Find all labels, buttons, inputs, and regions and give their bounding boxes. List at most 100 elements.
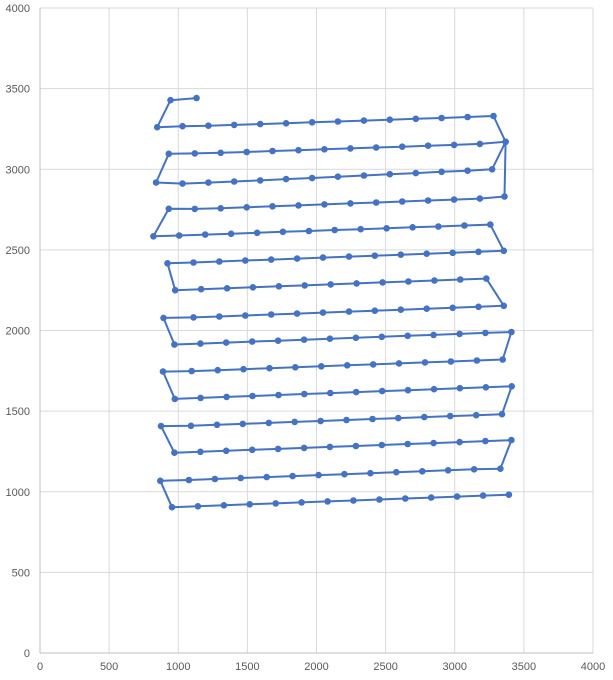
- data-point: [402, 495, 409, 502]
- x-tick-label: 1000: [166, 661, 190, 673]
- data-point: [386, 116, 394, 123]
- data-point: [179, 180, 186, 187]
- data-point: [191, 205, 199, 213]
- data-point: [159, 368, 167, 375]
- data-point: [157, 477, 164, 485]
- data-point: [378, 387, 386, 395]
- data-point: [464, 167, 471, 174]
- data-point: [331, 226, 339, 234]
- data-point: [453, 493, 461, 500]
- data-point: [352, 334, 360, 342]
- data-point: [164, 260, 171, 267]
- data-point: [476, 195, 484, 202]
- y-tick-label: 3000: [6, 164, 30, 176]
- data-point: [457, 276, 464, 283]
- data-point: [179, 122, 186, 130]
- data-point: [319, 309, 327, 316]
- data-point: [427, 494, 435, 501]
- data-point: [508, 383, 515, 390]
- data-point: [404, 386, 412, 394]
- data-point: [353, 280, 360, 287]
- data-point: [205, 122, 212, 129]
- data-point: [269, 203, 276, 210]
- data-point: [482, 384, 490, 391]
- data-point: [227, 230, 235, 238]
- data-point: [424, 197, 432, 204]
- data-point: [341, 470, 348, 478]
- data-point: [188, 367, 195, 375]
- data-point: [327, 281, 335, 288]
- data-point: [157, 422, 165, 430]
- data-point: [449, 304, 457, 312]
- data-point: [386, 170, 394, 178]
- data-point: [275, 391, 282, 399]
- data-point: [421, 413, 428, 421]
- data-point: [398, 143, 406, 150]
- series-line: [152, 97, 513, 509]
- data-point: [479, 492, 487, 499]
- data-point: [352, 388, 360, 396]
- data-point: [321, 201, 328, 208]
- data-point: [292, 364, 299, 371]
- data-point: [404, 332, 412, 340]
- data-point: [397, 251, 405, 258]
- data-point: [282, 175, 290, 183]
- data-point: [211, 475, 219, 483]
- data-point: [275, 283, 283, 290]
- data-point: [360, 117, 368, 124]
- data-point: [201, 231, 209, 238]
- data-point: [187, 422, 195, 430]
- series-layer: [150, 94, 515, 511]
- data-point: [423, 305, 431, 313]
- data-point: [343, 416, 350, 424]
- data-point: [383, 225, 390, 232]
- data-point: [300, 444, 308, 452]
- data-point: [197, 285, 205, 293]
- data-point: [305, 227, 313, 235]
- y-tick-label: 500: [12, 567, 30, 579]
- data-point: [444, 467, 452, 474]
- data-point: [171, 449, 178, 457]
- tick-labels: 0 500 1000 1500 2000 2500 3000 3500 4000 0 500 1000…: [6, 3, 606, 673]
- data-point: [501, 193, 508, 200]
- data-point: [274, 445, 282, 453]
- x-tick-label: 0: [37, 661, 43, 673]
- data-point: [214, 366, 221, 374]
- data-point: [369, 361, 377, 368]
- data-point: [502, 138, 509, 146]
- data-point: [301, 390, 308, 398]
- data-point: [282, 120, 290, 127]
- data-point: [301, 282, 309, 289]
- y-tick-label: 3500: [6, 84, 30, 96]
- data-point: [321, 146, 328, 153]
- data-point: [372, 199, 380, 206]
- data-point: [222, 339, 230, 346]
- data-point: [435, 223, 442, 230]
- y-tick-label: 2000: [6, 326, 30, 338]
- data-point: [430, 331, 437, 339]
- data-point: [508, 436, 515, 444]
- data-point: [197, 340, 204, 347]
- data-point: [230, 121, 238, 129]
- data-point: [372, 144, 380, 151]
- data-point: [240, 365, 247, 373]
- data-point: [274, 337, 282, 345]
- data-point: [367, 469, 374, 477]
- data-point: [412, 115, 420, 123]
- data-point: [378, 333, 386, 341]
- data-point: [217, 205, 224, 212]
- data-point: [289, 472, 296, 480]
- data-point: [450, 141, 458, 149]
- data-point: [475, 303, 482, 311]
- data-point: [279, 228, 287, 236]
- data-point: [447, 358, 455, 365]
- data-point: [326, 335, 334, 343]
- data-point: [308, 174, 316, 182]
- data-point: [267, 256, 275, 263]
- data-point: [438, 168, 445, 176]
- data-point: [405, 278, 412, 285]
- data-point: [472, 411, 480, 419]
- data-point: [248, 338, 256, 345]
- data-point: [272, 500, 280, 507]
